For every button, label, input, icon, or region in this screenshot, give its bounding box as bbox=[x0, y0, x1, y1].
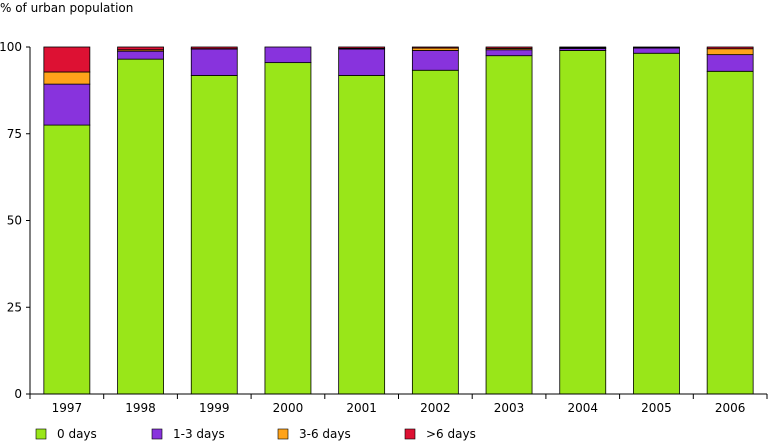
bar-segment-2000-s1 bbox=[264, 46, 312, 64]
x-tick-label: 1999 bbox=[199, 401, 230, 415]
x-tick-label: 2004 bbox=[567, 401, 598, 415]
x-tick-label: 2002 bbox=[420, 401, 451, 415]
bar-segment-2001-s0 bbox=[338, 75, 386, 395]
bar-segment-1998-s0 bbox=[117, 58, 164, 395]
y-tick-label: 0 bbox=[14, 387, 22, 401]
y-tick-label: 50 bbox=[7, 214, 22, 228]
y-axis-label: % of urban population bbox=[0, 1, 133, 15]
bar-segment-2003-s0 bbox=[485, 55, 533, 395]
bar-segment-2006-s2 bbox=[706, 48, 754, 56]
bar-segment-1997-s3 bbox=[43, 46, 91, 73]
legend-label: 1-3 days bbox=[173, 427, 225, 441]
legend-label: 0 days bbox=[57, 427, 97, 441]
bars-group bbox=[43, 46, 754, 395]
x-tick-label: 2006 bbox=[715, 401, 746, 415]
legend-swatch bbox=[151, 428, 163, 440]
legend-label: 3-6 days bbox=[299, 427, 351, 441]
legend-swatch bbox=[35, 428, 47, 440]
bar-segment-1998-s1 bbox=[117, 50, 164, 60]
legend-swatch bbox=[277, 428, 289, 440]
x-tick-label: 2005 bbox=[641, 401, 672, 415]
bar-segment-2002-s0 bbox=[411, 69, 459, 395]
bar-segment-1999-s0 bbox=[190, 75, 238, 395]
bar-segment-2001-s3 bbox=[338, 46, 386, 49]
bar-segment-2004-s3 bbox=[559, 46, 607, 49]
y-ticks-group: 0 25 50 75 100 bbox=[0, 40, 30, 401]
bar-segment-2005-s3 bbox=[633, 46, 680, 49]
bar-segment-1998-s3 bbox=[117, 46, 164, 51]
bar-segment-2003-s1 bbox=[485, 49, 533, 57]
bar-segment-2006-s0 bbox=[706, 70, 754, 395]
bar-segment-1997-s1 bbox=[43, 83, 91, 126]
y-tick-label: 100 bbox=[0, 40, 22, 54]
legend: 0 days 1-3 days 3-6 days >6 days bbox=[35, 427, 476, 441]
x-ticks-group: 1997 1998 1999 2000 2001 2002 2003 2004 2005 2006 bbox=[29, 394, 768, 415]
bar-segment-2000-s0 bbox=[264, 62, 312, 395]
bar-segment-2005-s1 bbox=[633, 47, 680, 54]
x-tick-label: 2000 bbox=[273, 401, 304, 415]
x-tick-label: 1998 bbox=[125, 401, 156, 415]
y-tick-label: 75 bbox=[7, 127, 22, 141]
legend-swatch bbox=[404, 428, 416, 440]
bar-segment-2003-s3 bbox=[485, 46, 533, 49]
bar-segment-1999-s3 bbox=[190, 46, 238, 50]
y-tick-label: 25 bbox=[7, 300, 22, 314]
bar-segment-2006-s3 bbox=[706, 46, 754, 50]
bar-segment-2006-s1 bbox=[706, 54, 754, 72]
bar-segment-1997-s0 bbox=[43, 124, 91, 395]
bar-segment-2004-s0 bbox=[559, 50, 607, 395]
bar-segment-2005-s0 bbox=[633, 52, 680, 395]
bar-segment-1997-s2 bbox=[43, 71, 91, 85]
x-tick-label: 2003 bbox=[494, 401, 525, 415]
x-tick-label: 1997 bbox=[52, 401, 83, 415]
bar-segment-2002-s3 bbox=[411, 46, 459, 49]
x-tick-label: 2001 bbox=[346, 401, 377, 415]
bar-segment-2002-s1 bbox=[411, 50, 459, 71]
bar-segment-2001-s1 bbox=[338, 48, 386, 76]
legend-label: >6 days bbox=[426, 427, 476, 441]
bar-segment-1999-s1 bbox=[190, 48, 238, 76]
